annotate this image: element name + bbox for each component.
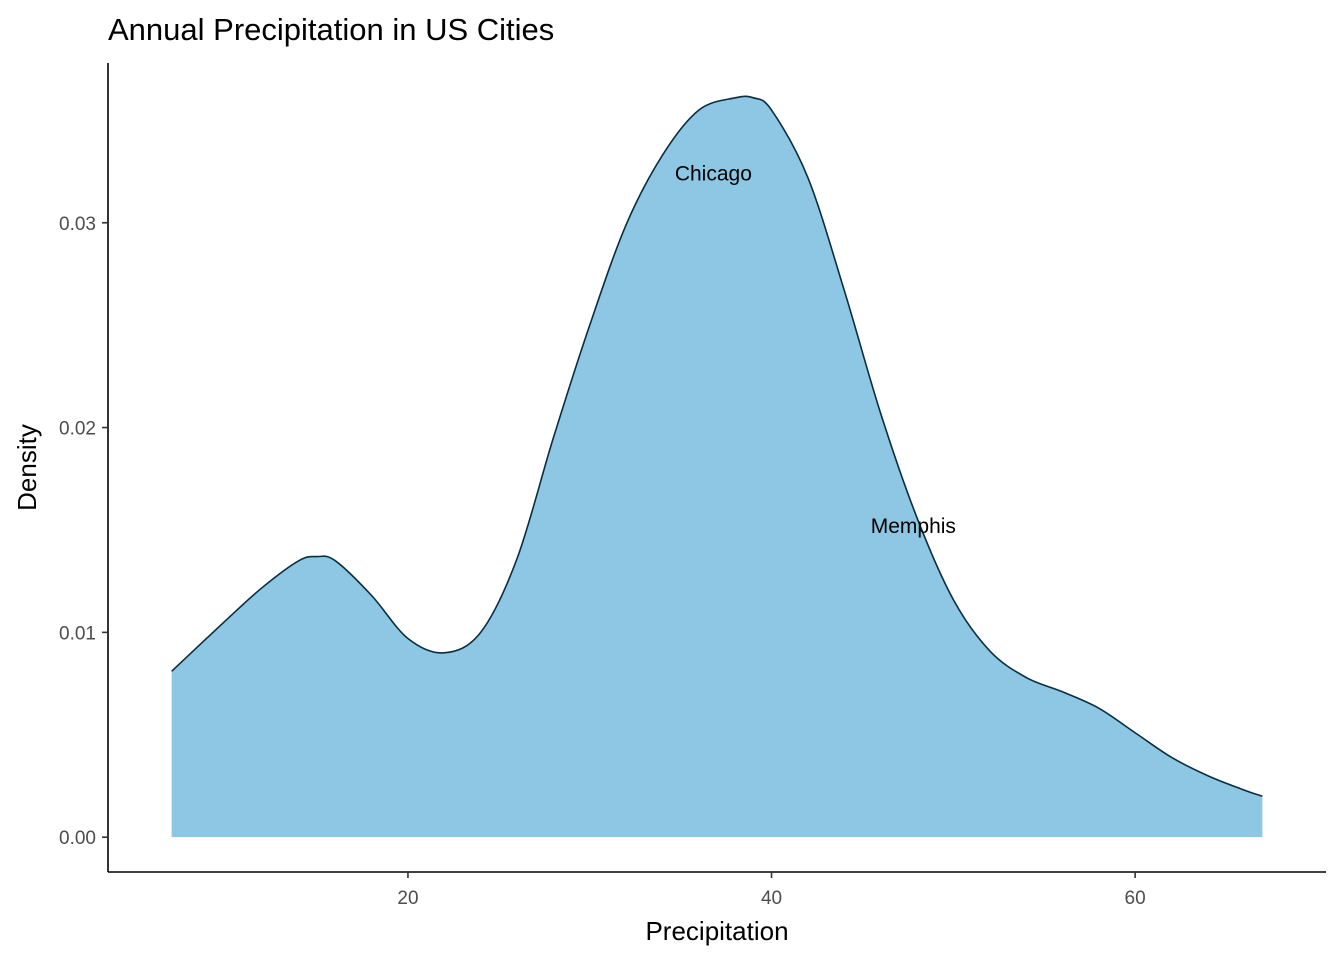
x-tick-label: 20: [397, 888, 418, 909]
annotation-label: Memphis: [871, 515, 956, 538]
chart-title: Annual Precipitation in US Cities: [108, 12, 554, 47]
x-tick-label: 40: [761, 888, 782, 909]
annotations: Chicago Memphis: [675, 163, 956, 538]
density-area: [171, 96, 1263, 838]
annotation-label: Chicago: [675, 163, 752, 186]
y-tick-label: 0.01: [59, 623, 96, 644]
x-axis-title: Precipitation: [645, 916, 788, 946]
y-tick-label: 0.03: [59, 214, 96, 235]
density-line: [171, 95, 1263, 797]
x-tick-label: 60: [1125, 888, 1146, 909]
x-axis-ticks: 20 40 60: [397, 872, 1146, 909]
y-axis-title: Density: [12, 424, 42, 511]
y-tick-label: 0.02: [59, 419, 96, 440]
y-axis-ticks: 0.00 0.01 0.02 0.03: [59, 214, 108, 849]
y-tick-label: 0.00: [59, 828, 96, 849]
plot-area: [171, 95, 1263, 838]
